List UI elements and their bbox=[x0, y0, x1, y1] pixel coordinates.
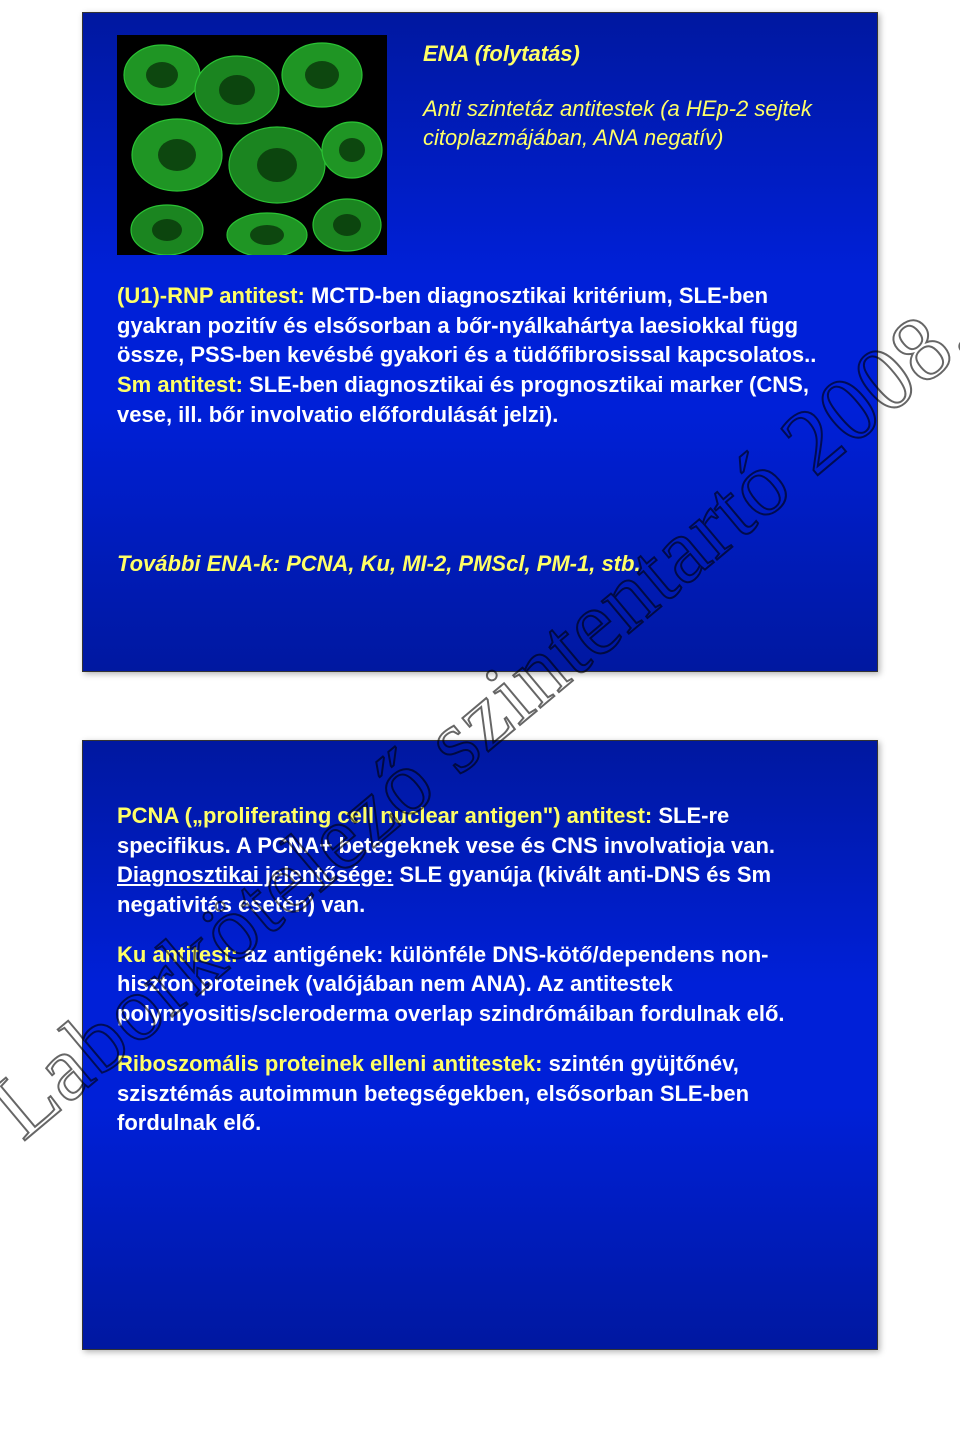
pcna-diag-label: Diagnosztikai jelentősége: bbox=[117, 862, 393, 887]
slide1-subtitle: Anti szintetáz antitestek (a HEp-2 sejte… bbox=[423, 95, 843, 152]
ribo-label: Riboszomális proteinek elleni antitestek… bbox=[117, 1051, 542, 1076]
slide-2: PCNA („proliferating cell nuclear antige… bbox=[82, 740, 878, 1350]
hep2-cell-image bbox=[117, 35, 387, 255]
slide1-footer: További ENA-k: PCNA, Ku, MI-2, PMScl, PM… bbox=[117, 551, 845, 577]
slide2-body: PCNA („proliferating cell nuclear antige… bbox=[117, 801, 845, 1158]
sm-label: Sm antitest: bbox=[117, 372, 243, 397]
slide1-body: (U1)-RNP antitest: MCTD-ben diagnosztika… bbox=[117, 281, 845, 429]
u1-rnp-label: (U1)-RNP antitest: bbox=[117, 283, 305, 308]
ku-label: Ku antitest: bbox=[117, 942, 238, 967]
pcna-label: PCNA („proliferating cell nuclear antige… bbox=[117, 803, 652, 828]
slide-1: ENA (folytatás) Anti szintetáz antiteste… bbox=[82, 12, 878, 672]
slide1-title: ENA (folytatás) bbox=[423, 41, 580, 67]
